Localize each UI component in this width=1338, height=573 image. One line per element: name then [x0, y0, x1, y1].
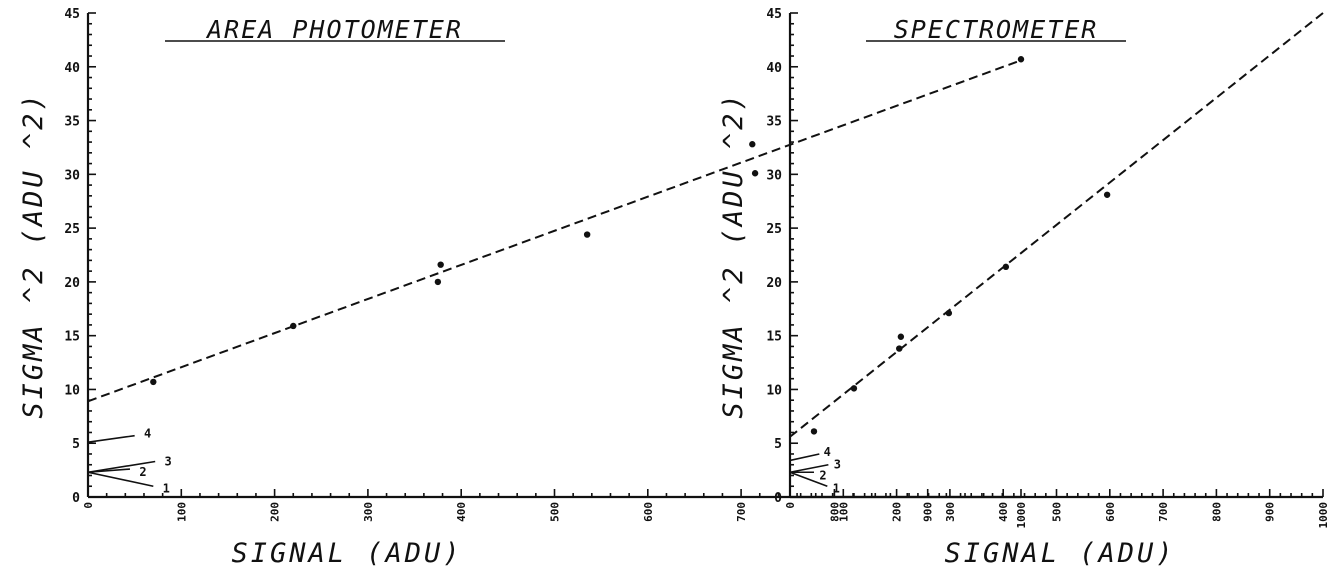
y-tick-label: 35	[64, 115, 80, 130]
x-tick-label: 1000	[1015, 502, 1028, 529]
y-tick-label: 0	[774, 491, 782, 506]
data-point	[290, 322, 297, 330]
y-tick-label: 15	[766, 330, 782, 345]
x-axis-title: SIGNAL (ADU)	[944, 538, 1175, 569]
data-point	[1002, 263, 1010, 271]
y-tick-label: 5	[72, 437, 80, 452]
x-tick-label: 100	[837, 502, 850, 522]
chart-title: SPECTROMETER	[894, 15, 1099, 44]
x-tick-label: 400	[997, 502, 1010, 522]
y-tick-label: 25	[766, 222, 782, 237]
noise-line-label-2: 2	[139, 465, 146, 479]
x-tick-label: 900	[1264, 502, 1277, 522]
chart-title: AREA PHOTOMETER	[205, 15, 463, 44]
fit-line	[789, 12, 1324, 438]
x-tick-label: 0	[82, 502, 95, 509]
data-point	[945, 309, 953, 317]
x-tick-label: 1000	[1317, 502, 1330, 529]
y-tick-label: 25	[64, 222, 80, 237]
data-point	[437, 261, 444, 268]
y-axis-title: SIGMA ^2 (ADU ^2)	[18, 91, 49, 418]
data-point	[150, 378, 157, 386]
noise-line-3	[789, 463, 829, 474]
noise-line-label-3: 3	[834, 458, 841, 472]
noise-line-1	[789, 471, 828, 487]
y-axis-title: SIGMA ^2 (ADU ^2)	[718, 91, 749, 418]
data-point	[583, 231, 591, 238]
noise-line-label-1: 1	[163, 481, 170, 495]
data-point	[434, 278, 442, 286]
y-tick-label: 10	[64, 383, 80, 398]
y-tick-label: 35	[766, 115, 782, 130]
y-tick-label: 45	[64, 7, 80, 22]
x-tick-label: 600	[1104, 502, 1117, 522]
y-tick-label: 40	[64, 61, 80, 76]
x-tick-label: 400	[455, 502, 468, 522]
y-tick-label: 20	[64, 276, 80, 291]
noise-line-label-3: 3	[165, 454, 172, 468]
x-axis-title: SIGNAL (ADU)	[231, 538, 462, 569]
y-tick-label: 0	[72, 491, 80, 506]
y-tick-label: 15	[64, 330, 80, 345]
noise-line-label-4: 4	[144, 426, 151, 440]
x-tick-label: 700	[735, 502, 748, 522]
x-tick-label: 0	[784, 502, 797, 509]
x-tick-label: 600	[642, 502, 655, 522]
fit-line	[87, 59, 1022, 403]
noise-line-4	[789, 453, 820, 462]
y-tick-label: 30	[766, 168, 782, 183]
noise-line-label-4: 4	[824, 445, 831, 459]
data-point	[1017, 56, 1025, 63]
y-tick-label: 20	[766, 276, 782, 291]
noise-line-3	[87, 460, 156, 474]
spectrometer-panel: 0 5 10 15 20 25 30 35 40 45 0 100 200 300 400 500 600 700…	[718, 7, 1330, 569]
data-point	[896, 345, 903, 352]
x-tick-label: 300	[944, 502, 957, 522]
x-tick-label: 700	[1157, 502, 1170, 522]
data-point	[749, 141, 756, 148]
x-tick-label: 800	[828, 502, 841, 522]
y-tick-label: 5	[774, 437, 782, 452]
noise-line-label-2: 2	[819, 468, 826, 482]
data-point	[810, 428, 818, 435]
noise-line-1	[87, 471, 154, 488]
x-tick-label: 900	[922, 502, 935, 522]
data-point	[1103, 191, 1111, 198]
noise-line-4	[87, 434, 135, 443]
data-point	[751, 170, 759, 177]
y-tick-label: 40	[766, 61, 782, 76]
y-tick-label: 10	[766, 383, 782, 398]
x-tick-label: 500	[549, 502, 562, 522]
data-point	[897, 333, 905, 340]
x-tick-label: 300	[362, 502, 375, 522]
data-point	[850, 385, 858, 392]
x-tick-label: 100	[175, 502, 188, 522]
y-tick-label: 30	[64, 168, 80, 183]
y-tick-label: 45	[766, 7, 782, 22]
x-tick-label: 200	[269, 502, 282, 522]
noise-line-label-1: 1	[833, 481, 840, 495]
x-tick-label: 800	[1210, 502, 1223, 522]
x-tick-label: 200	[891, 502, 904, 522]
x-tick-label: 500	[1051, 502, 1064, 522]
